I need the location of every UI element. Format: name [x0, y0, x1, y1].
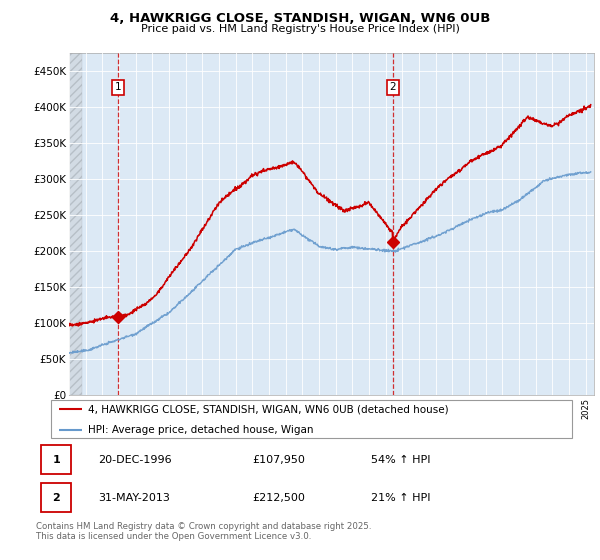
Text: Contains HM Land Registry data © Crown copyright and database right 2025.
This d: Contains HM Land Registry data © Crown c…: [36, 522, 371, 542]
Text: HPI: Average price, detached house, Wigan: HPI: Average price, detached house, Wiga…: [88, 424, 313, 435]
Text: 4, HAWKRIGG CLOSE, STANDISH, WIGAN, WN6 0UB: 4, HAWKRIGG CLOSE, STANDISH, WIGAN, WN6 …: [110, 12, 490, 25]
Text: £212,500: £212,500: [252, 493, 305, 502]
Text: 2: 2: [389, 82, 396, 92]
FancyBboxPatch shape: [50, 400, 572, 438]
Text: 1: 1: [115, 82, 121, 92]
Text: 21% ↑ HPI: 21% ↑ HPI: [371, 493, 430, 502]
FancyBboxPatch shape: [41, 445, 71, 474]
Text: Price paid vs. HM Land Registry's House Price Index (HPI): Price paid vs. HM Land Registry's House …: [140, 24, 460, 34]
Text: 31-MAY-2013: 31-MAY-2013: [98, 493, 170, 502]
Text: 1: 1: [52, 455, 60, 465]
Text: 20-DEC-1996: 20-DEC-1996: [98, 455, 172, 465]
Text: 4, HAWKRIGG CLOSE, STANDISH, WIGAN, WN6 0UB (detached house): 4, HAWKRIGG CLOSE, STANDISH, WIGAN, WN6 …: [88, 404, 448, 414]
Text: £107,950: £107,950: [252, 455, 305, 465]
FancyBboxPatch shape: [41, 483, 71, 512]
Text: 54% ↑ HPI: 54% ↑ HPI: [371, 455, 430, 465]
Text: 2: 2: [52, 493, 60, 502]
